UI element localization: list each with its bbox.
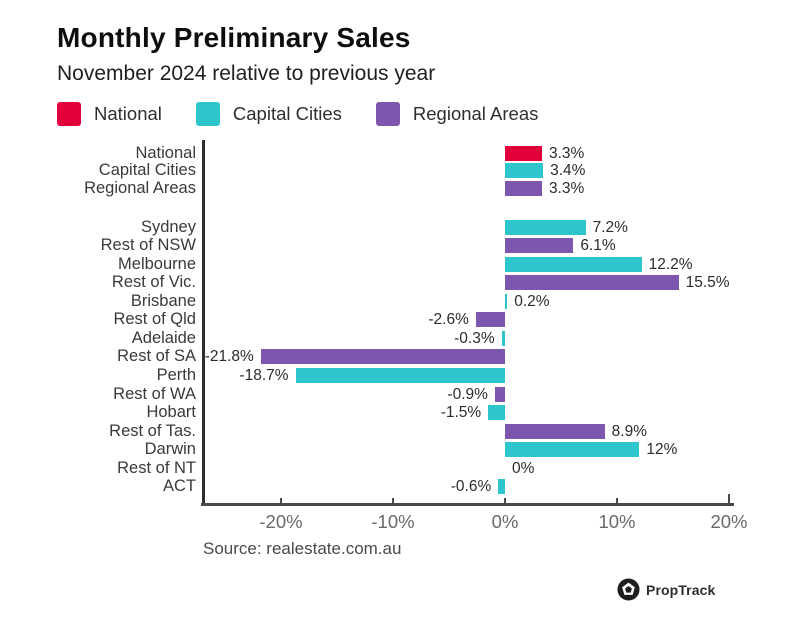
bar-rest-of-sa: [260, 349, 505, 365]
x-axis-tick: [728, 494, 730, 504]
bar-value-label: 3.3%: [548, 179, 585, 197]
category-label: Rest of Qld: [113, 310, 196, 329]
category-label: Rest of WA: [113, 384, 196, 403]
bar-value-label: 12%: [646, 441, 678, 459]
proptrack-logo-icon: [617, 578, 640, 601]
category-label: Rest of Vic.: [111, 273, 196, 292]
legend-label: Regional Areas: [412, 103, 539, 124]
x-axis-line: [201, 503, 734, 506]
x-axis-tick-label: 0%: [491, 511, 519, 532]
category-label: Rest of NSW: [100, 236, 196, 255]
legend-item-capital-cities: Capital Cities: [195, 102, 342, 126]
bar-national: [505, 145, 542, 161]
bar-value-label: 12.2%: [648, 255, 693, 273]
bar-melbourne: [505, 256, 642, 272]
category-label: Rest of NT: [117, 458, 196, 477]
bar-value-label: 7.2%: [592, 218, 628, 236]
source-note: Source: realestate.com.au: [203, 539, 402, 558]
x-axis-tick-label: -10%: [371, 511, 415, 532]
legend-label: Capital Cities: [232, 103, 342, 124]
page-subtitle: November 2024 relative to previous year: [57, 62, 436, 85]
bar-rest-of-tas-: [505, 423, 605, 439]
bar-rest-of-qld: [475, 312, 505, 328]
legend-swatch-capital-cities: [195, 102, 220, 126]
proptrack-branding: PropTrack: [617, 578, 715, 601]
bar-value-label: -0.3%: [454, 329, 495, 347]
category-label: Sydney: [140, 217, 196, 236]
bar-value-label: 8.9%: [611, 422, 648, 440]
bar-value-label: 3.4%: [550, 162, 586, 179]
bar-value-label: -0.9%: [447, 385, 488, 403]
bar-value-label: 3.3%: [548, 144, 585, 162]
bar-act: [498, 479, 505, 495]
legend-item-national: National: [57, 102, 162, 126]
category-label: Adelaide: [131, 328, 196, 347]
y-axis-spine: [202, 140, 205, 505]
bar-brisbane: [505, 293, 508, 309]
bar-perth: [295, 368, 505, 384]
category-label: National: [135, 143, 196, 162]
legend-swatch-national: [57, 102, 81, 126]
category-label: Darwin: [144, 440, 196, 459]
category-label: Rest of SA: [117, 347, 196, 366]
bar-value-label: 15.5%: [685, 274, 730, 292]
bar-rest-of-vic-: [505, 275, 679, 291]
category-label: Melbourne: [118, 254, 196, 273]
bar-value-label: -2.6%: [428, 311, 469, 329]
page-title: Monthly Preliminary Sales: [57, 22, 411, 53]
bar-value-label: 0.2%: [514, 292, 550, 310]
proptrack-logo-text: PropTrack: [646, 581, 716, 598]
category-label: Hobart: [146, 403, 196, 422]
category-label: ACT: [163, 477, 196, 496]
bar-capital-cities: [505, 163, 544, 178]
bar-rest-of-wa: [494, 386, 505, 402]
legend-swatch-regional-areas: [375, 102, 400, 126]
bar-value-label: 0%: [512, 459, 535, 477]
bar-darwin: [505, 442, 640, 458]
x-axis-tick-label: 20%: [710, 511, 748, 532]
x-axis-tick: [392, 498, 394, 504]
x-axis-tick: [616, 498, 618, 504]
legend: National Capital Cities Regional Areas: [57, 102, 538, 126]
x-axis-tick-label: 10%: [598, 511, 636, 532]
category-label: Perth: [156, 366, 196, 385]
category-label: Regional Areas: [84, 178, 196, 197]
bar-sydney: [505, 219, 586, 235]
bar-value-label: -0.6%: [450, 478, 492, 496]
bar-rest-of-nsw: [505, 238, 574, 254]
bar-regional-areas: [505, 180, 542, 196]
legend-item-regional-areas: Regional Areas: [375, 102, 539, 126]
category-label: Rest of Tas.: [109, 421, 196, 440]
bar-value-label: -1.5%: [440, 404, 482, 422]
category-label: Brisbane: [130, 291, 196, 310]
x-axis-tick-label: -20%: [259, 511, 303, 532]
x-axis-tick: [504, 498, 506, 504]
legend-label: National: [94, 103, 162, 124]
x-axis-tick: [280, 498, 282, 504]
bar-value-label: 6.1%: [580, 237, 616, 255]
bar-value-label: -21.8%: [204, 348, 254, 366]
bar-value-label: -18.7%: [239, 367, 289, 385]
bar-hobart: [488, 405, 505, 421]
category-label: Capital Cities: [98, 161, 196, 179]
bar-adelaide: [501, 330, 505, 346]
